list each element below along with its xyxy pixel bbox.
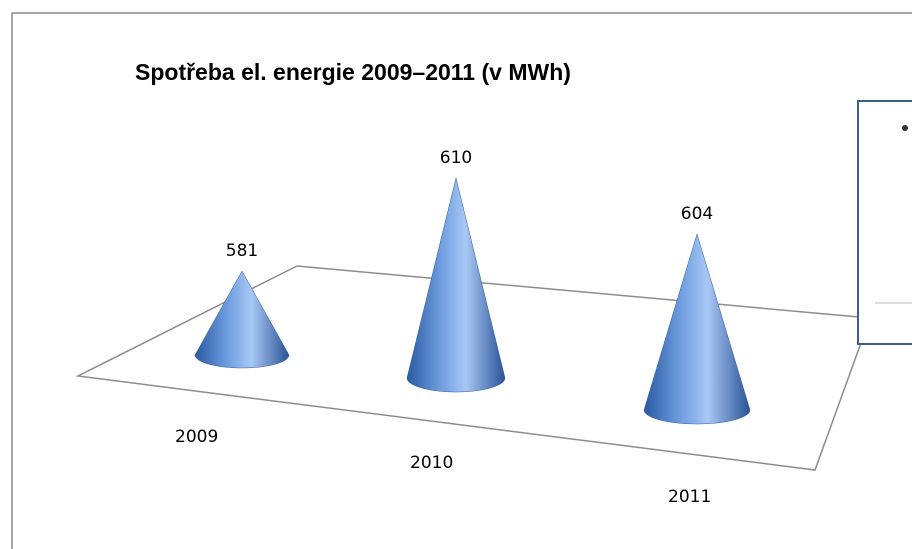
marks: 2009 581 2010 610 2011 604: [175, 148, 751, 507]
x-tick-label: 2009: [175, 427, 218, 447]
cone: [194, 270, 290, 369]
x-tick-label: 2010: [410, 453, 453, 473]
value-label: 610: [440, 148, 472, 168]
value-label: 604: [681, 204, 713, 224]
cone: [406, 177, 506, 393]
cone: [643, 233, 751, 425]
legend-marker: [902, 125, 908, 131]
value-label: 581: [226, 241, 258, 261]
legend-box: [857, 100, 912, 345]
x-tick-label: 2011: [668, 487, 711, 507]
chart-title: Spotřeba el. energie 2009–2011 (v MWh): [135, 59, 571, 85]
